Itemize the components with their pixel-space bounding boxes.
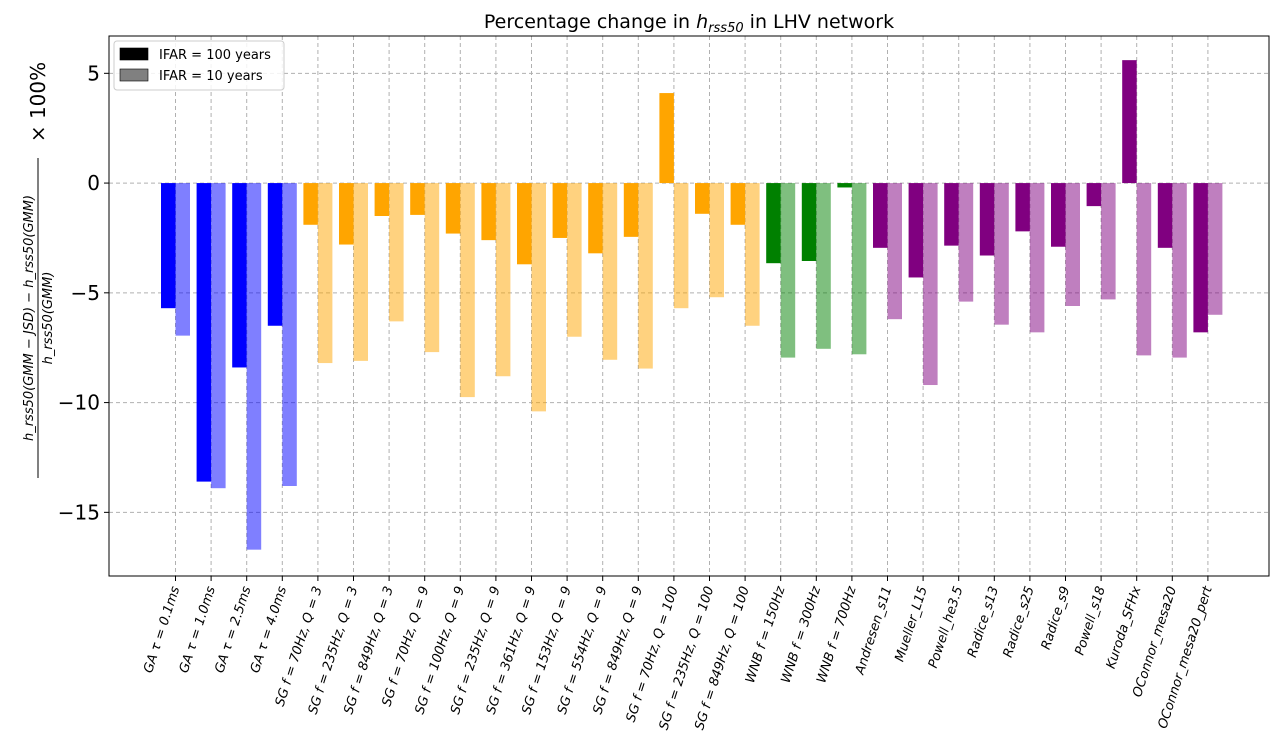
x-tick-label: GA τ = 2.5ms (212, 584, 254, 675)
bar-ifar10 (780, 183, 796, 358)
bar-ifar100 (873, 183, 888, 248)
bar-ifar10 (851, 183, 867, 355)
x-tick-label: Powell_he3.5 (926, 585, 967, 671)
legend-label-ifar100: IFAR = 100 years (159, 48, 271, 63)
bar-ifar100 (1051, 183, 1066, 247)
bar-ifar100 (766, 183, 781, 264)
bars-layer (161, 60, 1223, 550)
bar-ifar10 (958, 183, 974, 302)
bar-ifar100 (267, 183, 283, 326)
bar-ifar100 (303, 183, 318, 225)
bar-ifar100 (908, 183, 924, 278)
bar-ifar10 (460, 183, 475, 398)
bar-ifar100 (552, 183, 568, 238)
bar-ifar10 (638, 183, 653, 369)
legend: IFAR = 100 years IFAR = 10 years (113, 40, 285, 91)
bar-ifar100 (588, 183, 603, 254)
bar-ifar10 (389, 183, 404, 322)
bar-ifar10 (246, 183, 262, 550)
plot-frame (108, 35, 1270, 577)
y-tick-label: −10 (58, 391, 100, 415)
bar-ifar10 (709, 183, 724, 298)
bar-ifar10 (816, 183, 831, 349)
bar-ifar10 (531, 183, 546, 412)
ylabel-denominator: h_rss50(GMM) (41, 272, 56, 365)
y-tick-label: −15 (58, 500, 100, 524)
bar-ifar100 (659, 93, 674, 184)
y-tick-label: 5 (87, 61, 100, 85)
bar-ifar100 (1157, 183, 1173, 248)
legend-swatch-ifar10 (119, 68, 149, 82)
bar-ifar10 (1101, 183, 1116, 300)
bar-ifar100 (1193, 183, 1208, 333)
bar-ifar10 (887, 183, 902, 320)
bar-ifar100 (623, 183, 639, 237)
x-tick-label: Kuroda_SFHx (1104, 584, 1145, 670)
title-prefix: Percentage change in (484, 11, 696, 33)
ylabel-numerator: h_rss50(GMM − JSD) − h_rss50(GMM) (22, 195, 37, 441)
x-tick-label: Mueller_L15 (892, 585, 930, 664)
bar-ifar10 (673, 183, 689, 309)
x-tick-label: Radice_s9 (1039, 585, 1074, 652)
bar-ifar100 (944, 183, 959, 246)
bar-ifar10 (567, 183, 582, 337)
bar-ifar100 (481, 183, 496, 241)
x-tick-label: GA τ = 1.0ms (177, 584, 219, 675)
bar-ifar100 (695, 183, 710, 214)
bar-ifar10 (353, 183, 368, 361)
bar-ifar10 (211, 183, 226, 489)
bar-ifar10 (282, 183, 297, 486)
bar-ifar100 (1086, 183, 1102, 207)
bar-ifar100 (837, 183, 852, 188)
bar-ifar100 (517, 183, 532, 265)
y-tick-label: 0 (87, 171, 100, 195)
bar-ifar100 (1122, 60, 1137, 184)
bar-ifar10 (175, 183, 190, 336)
bar-ifar10 (923, 183, 938, 386)
bar-ifar100 (339, 183, 354, 245)
bar-ifar100 (232, 183, 247, 368)
bar-ifar100 (801, 183, 817, 261)
x-tick-label: GA τ = 0.1ms (141, 584, 183, 675)
legend-label-ifar10: IFAR = 10 years (159, 69, 263, 84)
bar-ifar100 (410, 183, 425, 215)
y-axis-label: h_rss50(GMM − JSD) − h_rss50(GMM) h_rss5… (22, 62, 56, 478)
bar-ifar10 (1136, 183, 1152, 356)
x-tick-label: Powell_s18 (1073, 585, 1109, 658)
legend-swatch-ifar100 (119, 47, 149, 61)
bar-ifar100 (730, 183, 746, 225)
bar-ifar10 (495, 183, 511, 377)
bar-ifar10 (1207, 183, 1223, 315)
bar-ifar100 (1015, 183, 1030, 232)
bar-ifar100 (161, 183, 176, 309)
legend-box (113, 40, 285, 91)
bar-ifar10 (1065, 183, 1080, 306)
y-tick-label: −5 (71, 281, 100, 305)
x-tick-label: Radice_s13 (965, 585, 1002, 660)
bar-ifar10 (1172, 183, 1187, 358)
ylabel-suffix: × 100% (26, 62, 50, 142)
chart-title: Percentage change in hrss50 in LHV netwo… (484, 11, 894, 36)
x-tick-label: Radice_s25 (1001, 585, 1038, 660)
title-sub: rss50 (708, 21, 743, 36)
title-var: h (696, 11, 708, 33)
bar-ifar10 (994, 183, 1009, 325)
title-suffix: in LHV network (744, 11, 894, 33)
bar-ifar10 (424, 183, 440, 353)
bar-ifar100 (979, 183, 995, 256)
bar-ifar100 (196, 183, 212, 482)
x-tick-label: Andresen_s11 (852, 585, 895, 678)
y-ticks: 5 0 −5 −10 −15 (58, 61, 109, 524)
bar-ifar100 (374, 183, 390, 216)
bar-ifar10 (602, 183, 618, 360)
bar-ifar100 (445, 183, 461, 234)
bar-ifar10 (317, 183, 333, 364)
bar-ifar10 (1029, 183, 1045, 333)
bar-ifar10 (745, 183, 760, 326)
x-tick-label: GA τ = 4.0ms (248, 584, 290, 675)
